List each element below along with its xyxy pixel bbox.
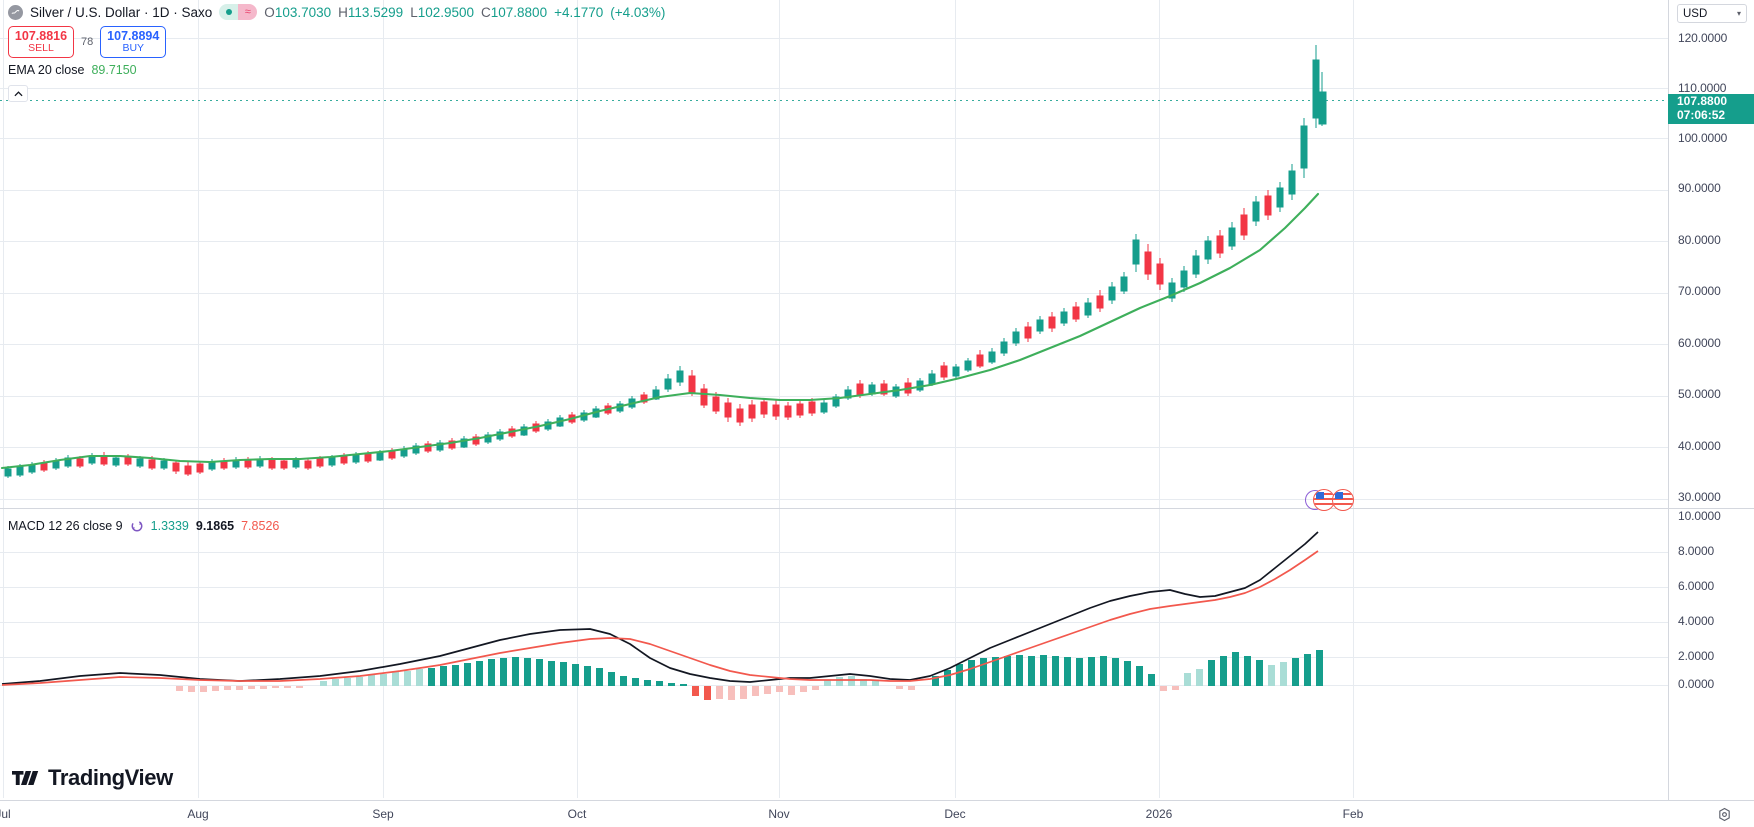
time-tick: Dec: [944, 807, 966, 821]
sell-label: SELL: [28, 42, 54, 54]
macd-tick: 8.0000: [1678, 544, 1715, 558]
price-tick: 50.0000: [1678, 387, 1721, 401]
collapse-pane-button[interactable]: [8, 85, 28, 102]
price-tick: 30.0000: [1678, 490, 1721, 504]
time-tick: Sep: [372, 807, 394, 821]
price-tick: 120.0000: [1678, 31, 1728, 45]
ema-legend-value: 89.7150: [91, 63, 137, 77]
current-price-value: 107.8800: [1677, 94, 1728, 108]
tradingview-mark-icon: [12, 770, 39, 786]
sell-price: 107.8816: [14, 29, 68, 43]
time-tick: 2026: [1145, 807, 1173, 821]
chevron-up-icon: [13, 90, 23, 96]
current-price-badge[interactable]: 107.8800 07:06:52: [1668, 94, 1754, 124]
time-tick: Nov: [768, 807, 790, 821]
buy-button[interactable]: 107.8894 BUY: [100, 26, 167, 58]
bar-countdown: 07:06:52: [1677, 107, 1726, 122]
spread-value: 78: [81, 36, 94, 48]
time-tick: Jul: [0, 807, 11, 821]
market-status-pill[interactable]: ≈: [219, 4, 258, 20]
price-tick: 70.0000: [1678, 284, 1721, 298]
chart-canvas[interactable]: [0, 0, 1668, 800]
price-tick: 60.0000: [1678, 336, 1721, 350]
event-markers[interactable]: [1305, 489, 1354, 511]
candlestick-series: [4, 45, 1327, 478]
currency-selector[interactable]: USD ▾: [1677, 4, 1747, 23]
macd-signal-value: 9.1865: [195, 519, 235, 533]
price-tick: 100.0000: [1678, 131, 1728, 145]
price-axis[interactable]: USD ▾ 120.0000 110.0000 100.0000 90.0000 80.…: [1668, 0, 1754, 800]
tradingview-logo[interactable]: TradingView: [12, 765, 173, 791]
change-absolute: +4.1770: [554, 4, 604, 20]
time-axis[interactable]: Jul Aug Sep Oct Nov Dec 2026 Feb: [0, 800, 1754, 827]
price-tick: 40.0000: [1678, 439, 1721, 453]
ohlc-low: L102.9500: [410, 4, 475, 20]
ema-line: [0, 192, 1320, 470]
market-open-dot: [219, 4, 239, 20]
price-tick: 110.0000: [1678, 81, 1727, 95]
sell-button[interactable]: 107.8816 SELL: [8, 26, 74, 58]
time-tick: Oct: [567, 807, 587, 821]
chevron-down-icon: ▾: [1736, 9, 1741, 18]
time-tick: Aug: [187, 807, 209, 821]
change-percent: (+4.03%): [610, 4, 666, 20]
currency-label: USD: [1683, 7, 1708, 20]
buy-price: 107.8894: [107, 29, 160, 43]
axis-pane-divider: [1668, 508, 1754, 509]
data-delay-icon: ≈: [238, 4, 258, 20]
macd-histogram: [176, 650, 1323, 700]
macd-signal-line: [1, 550, 1319, 686]
macd-value: 1.3339: [150, 519, 189, 533]
symbol-legend: Silver / U.S. Dollar · 1D · Saxo ≈ O103.…: [8, 4, 665, 20]
ohlc-open: O103.7030: [264, 4, 332, 20]
ema-legend-name: EMA 20 close: [8, 63, 85, 77]
price-tick: 80.0000: [1678, 233, 1721, 247]
partial-circle-marker: [1305, 490, 1325, 510]
silver-symbol-icon: [8, 4, 23, 20]
macd-legend-name: MACD 12 26 close 9: [8, 519, 123, 533]
tradingview-wordmark: TradingView: [48, 765, 173, 790]
macd-legend[interactable]: MACD 12 26 close 9 1.3339 9.1865 7.8526: [8, 519, 279, 533]
price-tick: 90.0000: [1678, 181, 1721, 195]
ema-legend[interactable]: EMA 20 close 89.7150: [8, 63, 137, 77]
macd-line: [1, 531, 1319, 685]
refresh-icon[interactable]: [130, 519, 144, 533]
us-flag-event-icon[interactable]: [1313, 489, 1335, 511]
time-tick: Feb: [1342, 807, 1364, 821]
macd-tick: 6.0000: [1678, 579, 1715, 593]
macd-tick: 10.0000: [1678, 509, 1721, 523]
buy-label: BUY: [122, 42, 145, 54]
ohlc-close: C107.8800: [481, 4, 548, 20]
macd-tick: 4.0000: [1678, 614, 1715, 628]
ohlc-values: O103.7030 H113.5299 L102.9500 C107.8800 …: [264, 5, 665, 20]
macd-histogram-value: 7.8526: [241, 519, 280, 533]
macd-tick: 0.0000: [1678, 677, 1715, 691]
order-widget: 107.8816 SELL 78 107.8894 BUY: [8, 26, 167, 58]
gear-icon[interactable]: [1717, 807, 1732, 822]
symbol-title[interactable]: Silver / U.S. Dollar · 1D · Saxo: [30, 4, 213, 20]
chart-svg: [0, 0, 1668, 798]
us-flag-event-icon[interactable]: [1332, 489, 1354, 511]
ohlc-high: H113.5299: [338, 4, 404, 20]
macd-tick: 2.0000: [1678, 649, 1715, 663]
